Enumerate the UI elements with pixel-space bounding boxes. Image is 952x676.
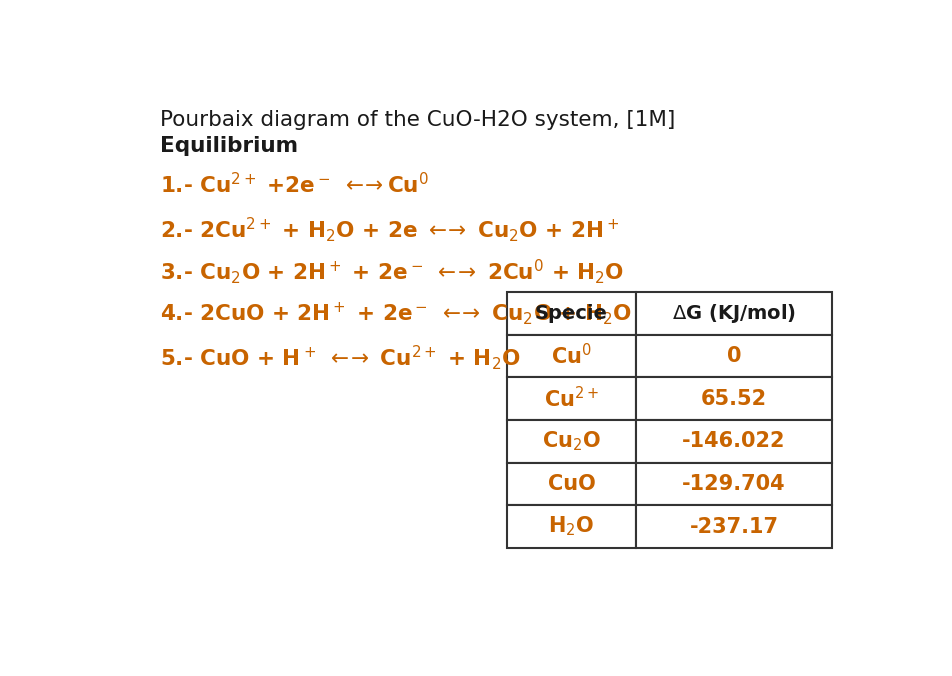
Text: CuO: CuO — [547, 474, 595, 494]
Text: Pourbaix diagram of the CuO-H2O system, [1M]: Pourbaix diagram of the CuO-H2O system, … — [160, 110, 674, 130]
Text: -237.17: -237.17 — [688, 516, 778, 537]
Text: Equilibrium: Equilibrium — [160, 136, 298, 155]
Bar — [506, 506, 636, 548]
Text: $\Delta$G (KJ/mol): $\Delta$G (KJ/mol) — [671, 301, 795, 324]
Text: 0: 0 — [726, 346, 741, 366]
Bar — [636, 462, 831, 506]
Text: 2.- 2Cu$^{2+}$ + H$_2$O + 2e $\leftarrow\!\!\rightarrow$ Cu$_2$O + 2H$^+$: 2.- 2Cu$^{2+}$ + H$_2$O + 2e $\leftarrow… — [160, 215, 618, 243]
Bar — [636, 420, 831, 462]
Text: Cu$^0$: Cu$^0$ — [550, 343, 591, 368]
Bar — [636, 377, 831, 420]
Text: -146.022: -146.022 — [682, 431, 784, 452]
Bar — [636, 335, 831, 377]
Text: 4.- 2CuO + 2H$^+$ + 2e$^-$ $\leftarrow\!\!\rightarrow$ Cu$_2$O + H$_2$O: 4.- 2CuO + 2H$^+$ + 2e$^-$ $\leftarrow\!… — [160, 300, 631, 327]
Text: -129.704: -129.704 — [682, 474, 785, 494]
Text: 1.- Cu$^{2+}$ +2e$^-$ $\leftarrow\!\!\rightarrow$Cu$^0$: 1.- Cu$^{2+}$ +2e$^-$ $\leftarrow\!\!\ri… — [160, 172, 428, 197]
Text: 5.- CuO + H$^+$ $\leftarrow\!\!\rightarrow$ Cu$^{2+}$ + H$_2$O: 5.- CuO + H$^+$ $\leftarrow\!\!\rightarr… — [160, 343, 520, 372]
Text: Cu$_2$O: Cu$_2$O — [542, 429, 601, 453]
Text: H$_2$O: H$_2$O — [547, 515, 594, 539]
Bar — [506, 462, 636, 506]
Text: Cu$^{2+}$: Cu$^{2+}$ — [544, 386, 599, 411]
Bar — [506, 335, 636, 377]
Bar — [506, 292, 636, 335]
Bar — [506, 377, 636, 420]
Bar — [636, 506, 831, 548]
Bar — [506, 420, 636, 462]
Bar — [636, 292, 831, 335]
Text: Specie: Specie — [534, 304, 607, 322]
Text: 3.- Cu$_2$O + 2H$^+$ + 2e$^-$ $\leftarrow\!\!\rightarrow$ 2Cu$^0$ + H$_2$O: 3.- Cu$_2$O + 2H$^+$ + 2e$^-$ $\leftarro… — [160, 258, 624, 287]
Text: 65.52: 65.52 — [700, 389, 766, 408]
